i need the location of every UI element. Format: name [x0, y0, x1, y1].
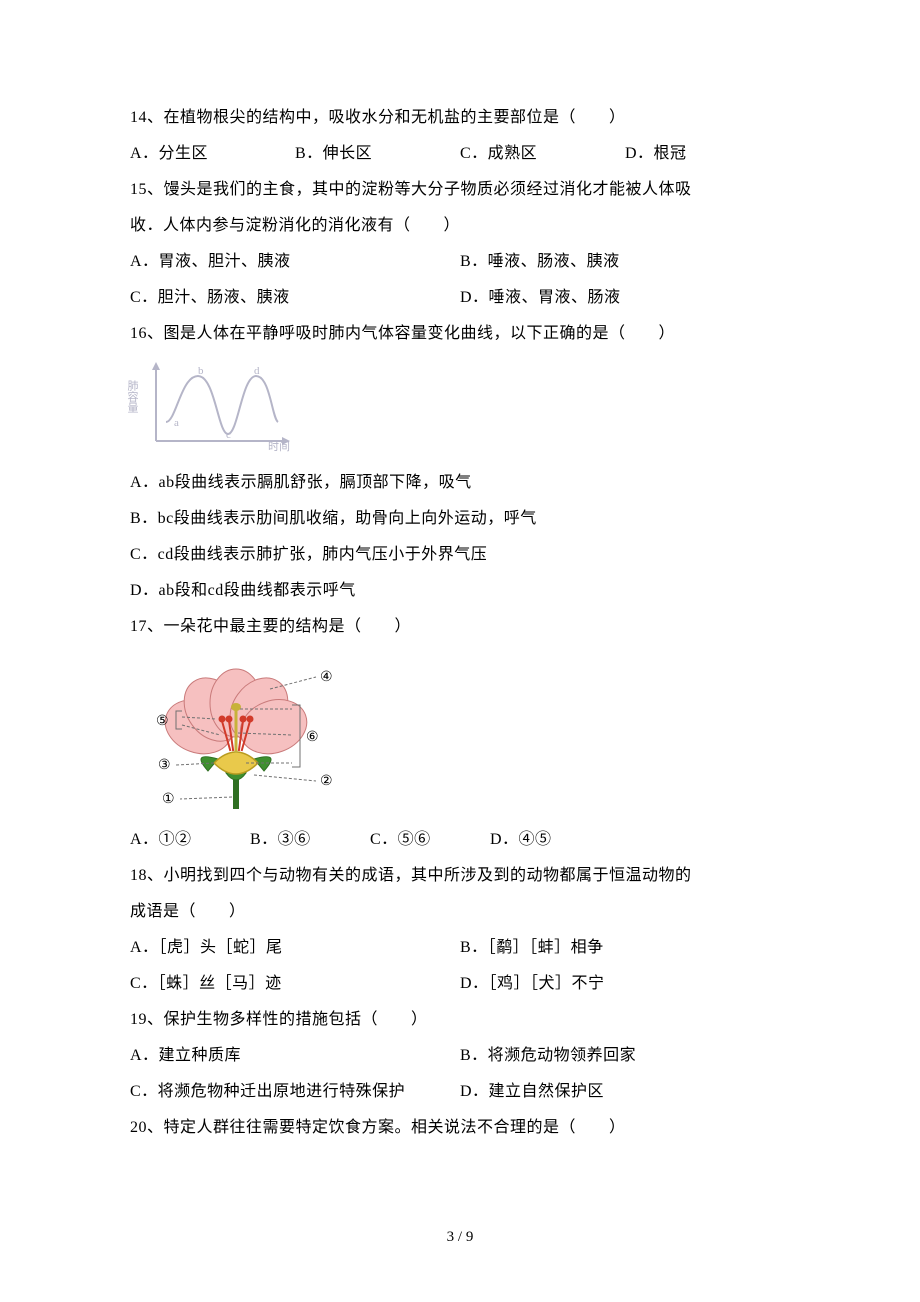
q19-C: C．将濒危物种迁出原地进行特殊保护: [130, 1074, 460, 1110]
svg-text:d: d: [254, 365, 260, 377]
q15-stem2: 收．人体内参与淀粉消化的消化液有（ ）: [130, 208, 790, 244]
q15-stem1: 15、馒头是我们的主食，其中的淀粉等大分子物质必须经过消化才能被人体吸: [130, 172, 790, 208]
svg-text:⑤: ⑤: [156, 714, 169, 729]
svg-text:肺容量: 肺容量: [126, 380, 139, 413]
svg-text:时间: 时间: [268, 440, 290, 453]
q17-B: B．③⑥: [250, 822, 370, 858]
q17-A: A．①②: [130, 822, 250, 858]
page-footer: 3 / 9: [0, 1229, 920, 1246]
q19-B: B．将濒危动物领养回家: [460, 1038, 636, 1074]
q14-A: A．分生区: [130, 136, 295, 172]
q18-stem1: 18、小明找到四个与动物有关的成语，其中所涉及到的动物都属于恒温动物的: [130, 858, 790, 894]
q15-D: D．唾液、胃液、肠液: [460, 280, 621, 316]
svg-text:c: c: [226, 429, 231, 441]
q17-stem: 17、一朵花中最主要的结构是（ ）: [130, 609, 790, 645]
q19-options-row1: A．建立种质库 B．将濒危动物领养回家: [130, 1038, 790, 1074]
q18-A: A．［虎］头［蛇］尾: [130, 930, 460, 966]
q15-options-row2: C．胆汁、肠液、胰液 D．唾液、胃液、肠液: [130, 280, 790, 316]
svg-text:②: ②: [320, 774, 333, 789]
q14-B: B．伸长区: [295, 136, 460, 172]
q14-options: A．分生区 B．伸长区 C．成熟区 D．根冠: [130, 136, 790, 172]
q20-stem: 20、特定人群往往需要特定饮食方案。相关说法不合理的是（ ）: [130, 1110, 790, 1146]
q18-D: D．［鸡］［犬］不宁: [460, 966, 605, 1002]
q19-D: D．建立自然保护区: [460, 1074, 604, 1110]
q16-figure: 肺容量 时间 a b c d: [126, 356, 790, 461]
q14-C: C．成熟区: [460, 136, 625, 172]
q16-C: C．cd段曲线表示肺扩张，肺内气压小于外界气压: [130, 537, 790, 573]
q16-D: D．ab段和cd段曲线都表示呼气: [130, 573, 790, 609]
q16-stem: 16、图是人体在平静呼吸时肺内气体容量变化曲线，以下正确的是（ ）: [130, 316, 790, 352]
svg-text:a: a: [174, 417, 179, 429]
svg-text:①: ①: [162, 792, 175, 807]
q15-B: B．唾液、肠液、胰液: [460, 244, 620, 280]
q18-C: C．［蛛］丝［马］迹: [130, 966, 460, 1002]
svg-text:③: ③: [158, 758, 171, 773]
q17-options: A．①② B．③⑥ C．⑤⑥ D．④⑤: [130, 822, 790, 858]
svg-text:⑥: ⑥: [306, 730, 319, 745]
q18-options-row1: A．［虎］头［蛇］尾 B．［鹬］［蚌］相争: [130, 930, 790, 966]
q17-D: D．④⑤: [490, 822, 610, 858]
q19-stem: 19、保护生物多样性的措施包括（ ）: [130, 1002, 790, 1038]
q18-options-row2: C．［蛛］丝［马］迹 D．［鸡］［犬］不宁: [130, 966, 790, 1002]
q17-figure: ④ ⑤ ⑥ ③ ② ①: [126, 651, 790, 816]
q18-B: B．［鹬］［蚌］相争: [460, 930, 604, 966]
q15-A: A．胃液、胆汁、胰液: [130, 244, 460, 280]
q15-C: C．胆汁、肠液、胰液: [130, 280, 460, 316]
q17-C: C．⑤⑥: [370, 822, 490, 858]
svg-text:b: b: [198, 365, 204, 377]
q16-B: B．bc段曲线表示肋间肌收缩，助骨向上向外运动，呼气: [130, 501, 790, 537]
q14-D: D．根冠: [625, 136, 790, 172]
q19-A: A．建立种质库: [130, 1038, 460, 1074]
svg-text:④: ④: [320, 670, 333, 685]
q15-options-row1: A．胃液、胆汁、胰液 B．唾液、肠液、胰液: [130, 244, 790, 280]
q16-A: A．ab段曲线表示膈肌舒张，膈顶部下降，吸气: [130, 465, 790, 501]
q19-options-row2: C．将濒危物种迁出原地进行特殊保护 D．建立自然保护区: [130, 1074, 790, 1110]
q14-stem: 14、在植物根尖的结构中，吸收水分和无机盐的主要部位是（ ）: [130, 100, 790, 136]
q18-stem2: 成语是（ ）: [130, 894, 790, 930]
